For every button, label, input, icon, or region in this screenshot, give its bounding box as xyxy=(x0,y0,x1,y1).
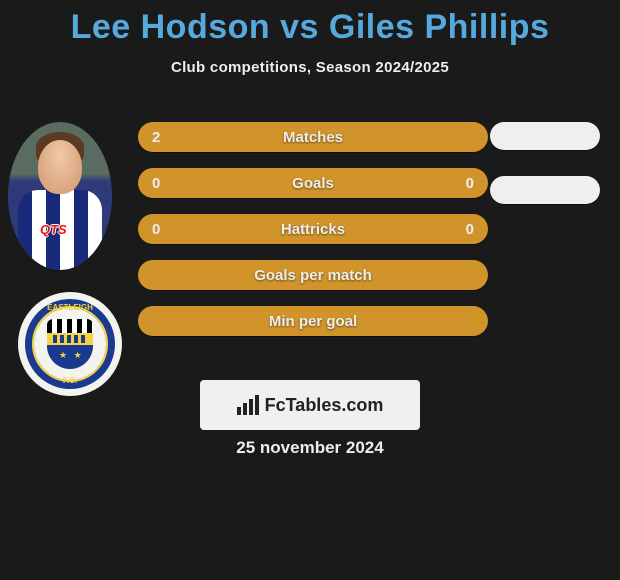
fctables-logo: FcTables.com xyxy=(200,380,420,430)
stat-label: Goals per match xyxy=(254,267,372,284)
stat-bar-matches: 2 Matches xyxy=(138,122,488,152)
club-crest: EASTLEIGH F.C. ★ ★ xyxy=(18,292,122,396)
logo-chart-icon xyxy=(237,395,259,415)
jersey-sponsor: QTS xyxy=(40,222,67,237)
stat-left-value: 2 xyxy=(152,129,160,146)
right-pill-1 xyxy=(490,122,600,150)
stat-right-value: 0 xyxy=(466,175,474,192)
stat-right-value: 0 xyxy=(466,221,474,238)
crest-text-top: EASTLEIGH xyxy=(25,303,115,312)
logo-text: FcTables.com xyxy=(265,395,384,416)
date-text: 25 november 2024 xyxy=(0,438,620,458)
stat-bar-goals-per-match: Goals per match xyxy=(138,260,488,290)
crest-text-bottom: F.C. xyxy=(25,376,115,385)
stat-bar-min-per-goal: Min per goal xyxy=(138,306,488,336)
player-left-photo: QTS xyxy=(8,122,112,270)
subtitle: Club competitions, Season 2024/2025 xyxy=(0,59,620,76)
stat-left-value: 0 xyxy=(152,221,160,238)
right-pill-2 xyxy=(490,176,600,204)
crest-shield-icon: ★ ★ xyxy=(47,319,93,369)
stat-left-value: 0 xyxy=(152,175,160,192)
stat-label: Matches xyxy=(283,129,343,146)
stat-label: Hattricks xyxy=(281,221,345,238)
page-title: Lee Hodson vs Giles Phillips xyxy=(0,0,620,47)
stat-bar-hattricks: 0 Hattricks 0 xyxy=(138,214,488,244)
stat-label: Min per goal xyxy=(269,313,357,330)
stat-label: Goals xyxy=(292,175,334,192)
stat-bars: 2 Matches 0 Goals 0 0 Hattricks 0 Goals … xyxy=(138,122,488,352)
head-shape xyxy=(38,140,82,194)
stat-bar-goals: 0 Goals 0 xyxy=(138,168,488,198)
